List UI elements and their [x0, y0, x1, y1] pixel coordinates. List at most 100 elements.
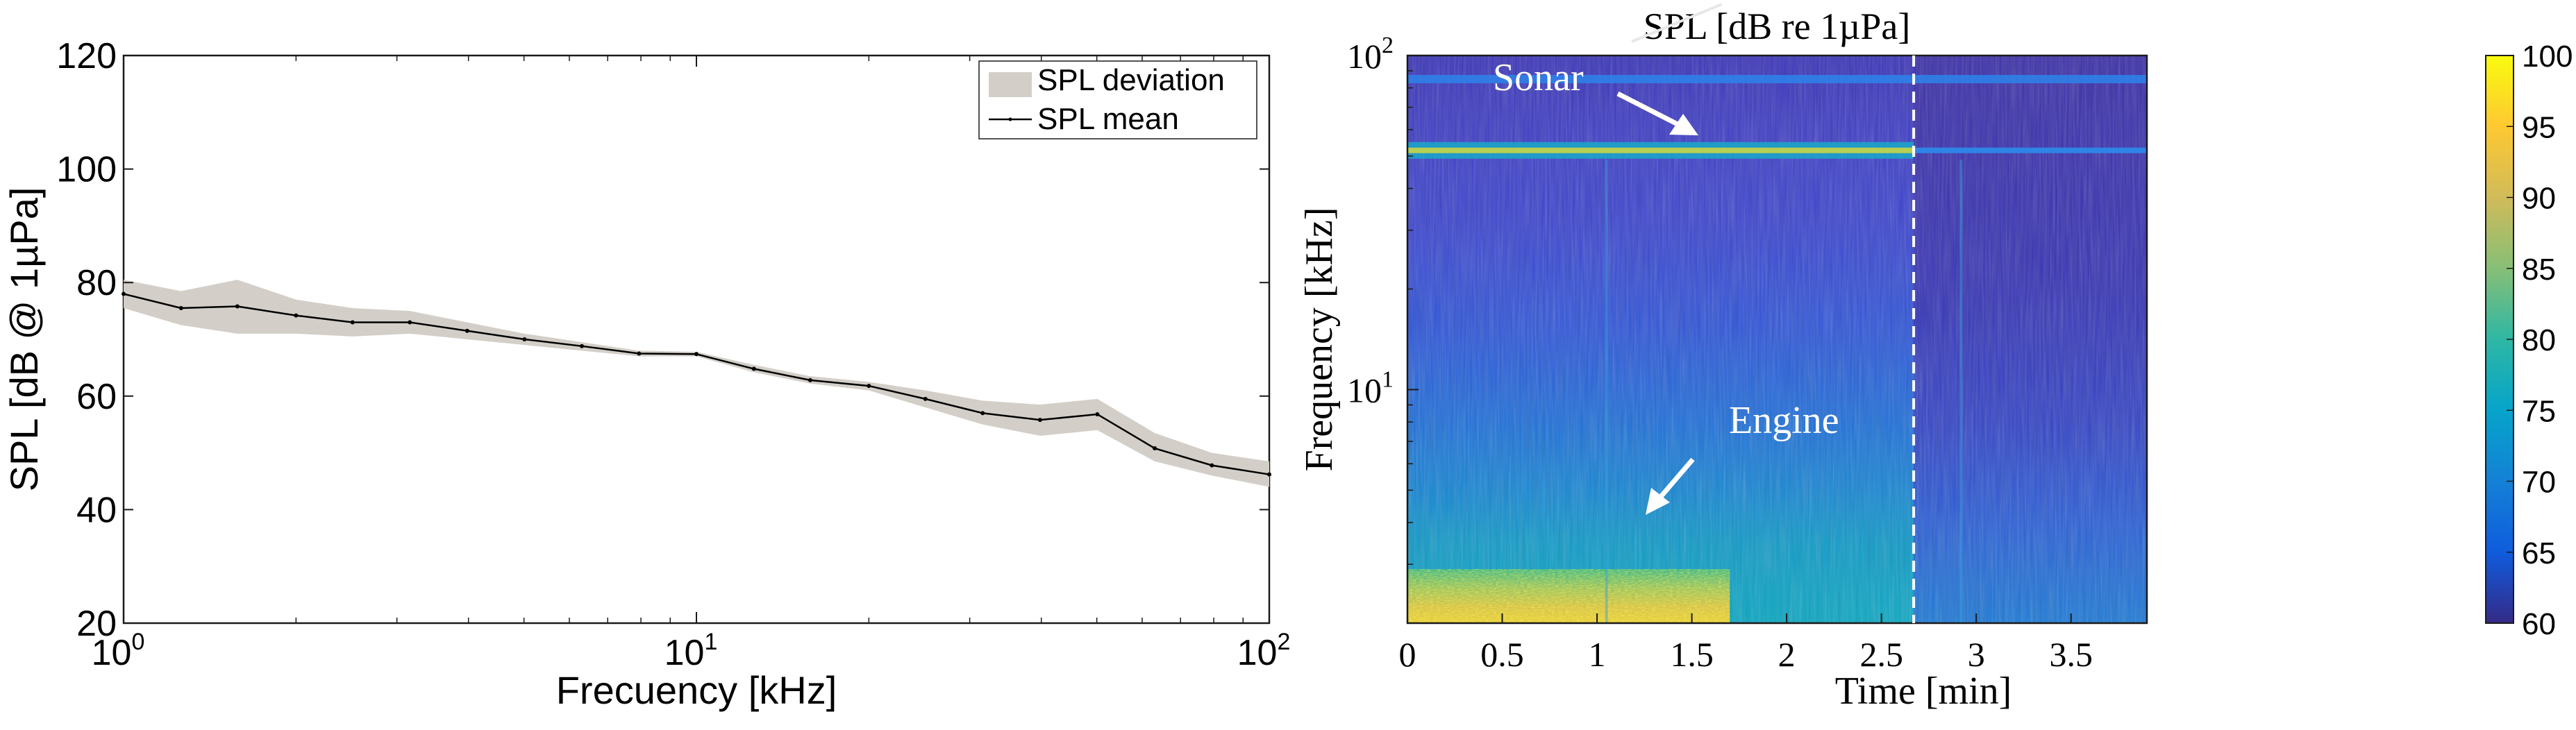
left-x-tick-base: 10: [664, 633, 705, 673]
spl-mean-point: [1267, 472, 1271, 477]
left-x-tick-label: 102: [1237, 629, 1291, 673]
spectrogram-x-axis-label: Time [min]: [1835, 670, 2012, 713]
legend-mean-label: SPL mean: [1037, 102, 1179, 136]
colorbar-tick-label: 100: [2522, 40, 2573, 74]
sonar-band: [1407, 74, 2147, 83]
sonar-arrow-head: [1669, 114, 1698, 135]
spl-mean-point: [465, 328, 469, 333]
spectrogram-features: [1407, 74, 2147, 623]
spl-mean-point: [980, 411, 985, 416]
spl-mean-point: [350, 320, 355, 325]
spl-mean-point: [1095, 411, 1100, 416]
transient-streak: [1959, 160, 1963, 623]
spectrogram-frame: [1406, 54, 2148, 625]
spl-mean-point: [1153, 446, 1157, 451]
left-x-tick-label: 101: [664, 629, 718, 673]
left-x-ticks: 100 101 102: [92, 56, 1291, 673]
colorbar-tick-label: 85: [2522, 253, 2556, 287]
spl-mean-point: [694, 352, 699, 357]
spec-x-tick-label: 3: [1968, 635, 1985, 674]
spec-x-tick-label: 2.5: [1859, 635, 1903, 674]
spl-mean-point: [408, 320, 412, 325]
engine-arrow-head: [1646, 488, 1670, 515]
colorbar-tick-label: 60: [2522, 607, 2556, 641]
left-y-tick-label: 80: [76, 263, 117, 303]
spl-mean-point: [867, 384, 871, 389]
spectrogram-title: SPL [dB re 1µPa]: [1644, 6, 1911, 47]
annotation-sonar: Sonar: [1493, 56, 1698, 135]
left-deviation-band-group: [124, 280, 1269, 487]
spec-y-tick-label: 102: [1347, 33, 1394, 76]
engine-arrow-shaft: [1657, 457, 1695, 500]
spectrogram-x-ticks: 0 0.5 1 1.5 2 2.5 3 3.5: [1399, 613, 2093, 674]
spec-x-tick-label: 0.5: [1480, 635, 1524, 674]
spec-x-tick-label: 1.5: [1670, 635, 1714, 674]
spec-y-tick-base: 10: [1347, 371, 1382, 409]
colorbar: 60 65 70 75 80 85 90 95 100: [2485, 40, 2573, 641]
spec-y-tick-label: 101: [1347, 366, 1394, 409]
left-y-axis-label: SPL [dB @ 1µPa]: [2, 187, 46, 492]
colorbar-tick-label: 70: [2522, 466, 2556, 500]
left-x-tick-exp: 2: [1277, 629, 1290, 655]
tonal-band-background: [1914, 147, 2147, 153]
spec-y-tick-exp: 1: [1382, 366, 1394, 392]
spec-x-tick-label: 0: [1399, 635, 1416, 674]
left-mean-line-group: [122, 291, 1271, 477]
left-x-tick-label: 100: [92, 629, 145, 673]
colorbar-tick-label: 95: [2522, 110, 2556, 144]
spl-mean-point: [808, 377, 812, 382]
right-chart: SPL [dB re 1µPa] 0 0.5 1 1.5 2 2.5 3 3.5 101102…: [1298, 3, 2573, 713]
left-x-axis-label: Frecuency [kHz]: [556, 668, 837, 712]
spec-x-tick-label: 2: [1778, 635, 1796, 674]
colorbar-ticks: 60 65 70 75 80 85 90 95 100: [2507, 40, 2573, 641]
spl-deviation-band: [124, 280, 1269, 487]
transient-streak: [1605, 160, 1608, 623]
left-legend: SPL deviation SPL mean: [978, 60, 1257, 139]
tonal-band-core: [1407, 147, 1914, 153]
spl-mean-point: [122, 291, 126, 296]
spec-y-tick-exp: 2: [1382, 33, 1394, 58]
spl-mean-point: [178, 306, 183, 311]
colorbar-tick-label: 90: [2522, 182, 2556, 216]
colorbar-tick-label: 65: [2522, 536, 2556, 570]
colorbar-tick-label: 80: [2522, 323, 2556, 357]
left-axes-box: [122, 54, 1271, 625]
spl-mean-point: [294, 313, 299, 318]
left-y-tick-label: 40: [76, 490, 117, 530]
spectrogram-y-axis-label: Frequency [kHz]: [1298, 207, 1341, 472]
annotation-engine: Engine: [1646, 399, 1839, 515]
spec-y-tick-base: 10: [1347, 37, 1382, 76]
spl-mean-point: [522, 337, 527, 341]
spectrogram-image: [1407, 56, 2147, 623]
left-y-tick-label: 60: [76, 377, 117, 417]
left-x-tick-base: 10: [1237, 633, 1278, 673]
left-y-ticks: 20 40 60 80 100 120: [56, 36, 1269, 644]
annotation-engine-label: Engine: [1729, 399, 1839, 442]
left-x-tick-exp: 0: [131, 629, 144, 655]
legend-deviation-label: SPL deviation: [1037, 63, 1225, 97]
left-x-tick-exp: 1: [704, 629, 717, 655]
spl-mean-point: [1037, 418, 1042, 423]
spl-mean-point: [235, 304, 240, 309]
spectrogram-texture: [1407, 56, 2147, 623]
left-y-tick-label: 100: [56, 150, 117, 190]
spl-mean-point: [923, 396, 928, 401]
left-x-tick-base: 10: [92, 633, 132, 673]
faint-arrow: [1631, 3, 1723, 43]
engine-texture: [1407, 569, 1730, 623]
left-y-tick-label: 120: [56, 36, 117, 76]
spl-mean-point: [751, 366, 756, 371]
left-y-tick-label: 20: [76, 604, 117, 644]
sonar-arrow-shaft: [1616, 91, 1680, 128]
legend-mean-marker: [1008, 117, 1012, 121]
legend-deviation-swatch: [989, 72, 1032, 97]
spec-x-tick-label: 3.5: [2050, 635, 2093, 674]
spl-mean-point: [1210, 463, 1214, 468]
annotation-background-label: Background: [2180, 59, 2370, 102]
spl-mean-point: [637, 351, 642, 356]
annotation-sonar-label: Sonar: [1493, 56, 1584, 99]
